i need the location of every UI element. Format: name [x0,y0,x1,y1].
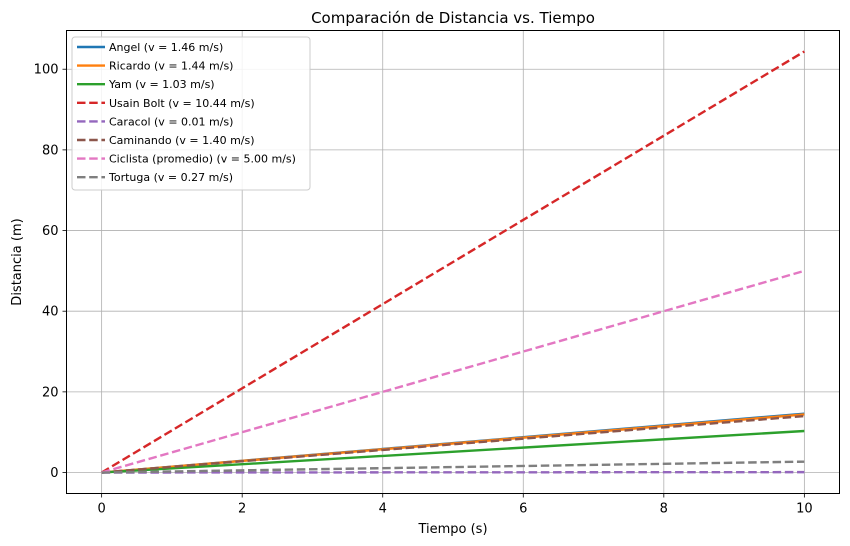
legend-label: Caminando (v = 1.40 m/s) [109,134,255,147]
plot-frame [66,30,840,494]
x-tick-label: 2 [238,502,246,517]
y-axis-label: Distancia (m) [10,218,25,305]
x-tick-label: 0 [97,502,105,517]
legend-label: Usain Bolt (v = 10.44 m/s) [109,97,255,110]
legend-label: Angel (v = 1.46 m/s) [109,41,223,54]
legend-label: Caracol (v = 0.01 m/s) [109,115,233,128]
x-tick-label: 6 [519,502,527,517]
y-tick-label: 100 [34,63,59,78]
y-tick-label: 80 [42,143,59,158]
x-tick-label: 4 [379,502,387,517]
legend-label: Yam (v = 1.03 m/s) [108,78,215,91]
y-tick-label: 20 [42,385,59,400]
series-line [101,50,805,474]
series-line [101,429,805,474]
chart-title: Comparación de Distancia vs. Tiempo [311,9,595,27]
series-line [101,414,805,474]
x-axis-label: Tiempo (s) [417,522,487,537]
series-lines [101,50,805,474]
x-tick-label: 10 [796,502,813,517]
y-tick-label: 40 [42,305,59,320]
legend-label: Tortuga (v = 0.27 m/s) [108,171,233,184]
legend: Angel (v = 1.46 m/s) Ricardo (v = 1.44 m/… [71,36,311,191]
y-tick-label: 60 [42,224,59,239]
legend-label: Ricardo (v = 1.44 m/s) [109,60,233,73]
legend-label: Ciclista (promedio) (v = 5.00 m/s) [109,153,296,166]
legend-box [71,36,311,191]
series-line [101,460,805,474]
x-tick-label: 8 [660,502,668,517]
y-tick-label: 0 [50,466,58,481]
